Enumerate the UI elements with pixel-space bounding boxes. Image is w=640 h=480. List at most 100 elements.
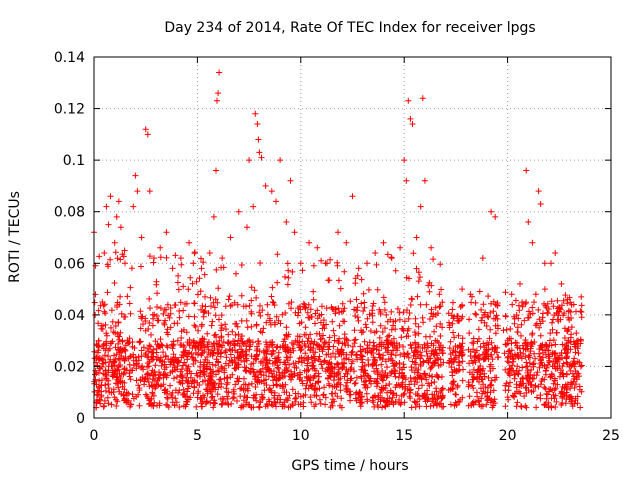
data-point xyxy=(407,302,414,308)
data-point xyxy=(361,362,368,369)
data-point xyxy=(492,376,498,383)
data-point xyxy=(475,326,482,333)
data-point xyxy=(352,336,359,343)
data-point xyxy=(207,294,214,301)
data-point xyxy=(578,314,585,321)
data-point xyxy=(138,353,145,360)
data-point xyxy=(149,311,156,318)
data-point xyxy=(283,354,290,361)
data-point xyxy=(347,298,354,305)
data-point xyxy=(527,311,534,317)
data-point xyxy=(116,346,123,353)
data-point xyxy=(352,380,359,386)
data-point xyxy=(436,291,443,298)
data-point xyxy=(526,308,532,315)
data-point xyxy=(101,250,108,256)
data-point xyxy=(247,369,254,376)
data-point xyxy=(204,354,211,360)
data-point xyxy=(390,363,397,370)
data-point xyxy=(318,311,325,318)
data-point xyxy=(494,325,501,332)
data-point xyxy=(184,379,191,386)
data-point xyxy=(377,398,384,405)
data-point xyxy=(113,396,119,403)
data-point xyxy=(454,384,461,391)
data-point xyxy=(303,373,310,380)
data-point xyxy=(250,203,257,210)
data-point xyxy=(317,400,324,407)
data-point xyxy=(289,401,296,407)
data-point xyxy=(352,280,359,287)
data-point xyxy=(412,320,419,327)
data-point xyxy=(314,342,321,349)
data-point xyxy=(414,401,420,408)
data-point xyxy=(384,389,391,396)
data-point xyxy=(194,372,201,379)
data-point xyxy=(433,323,440,330)
data-point xyxy=(423,348,430,355)
data-point xyxy=(130,203,137,210)
data-point xyxy=(187,274,194,281)
data-point xyxy=(245,381,252,388)
data-point xyxy=(311,392,318,399)
data-point xyxy=(121,366,128,373)
data-point xyxy=(204,330,211,337)
data-point xyxy=(399,379,406,386)
data-point xyxy=(335,351,342,357)
data-point xyxy=(281,399,288,406)
data-point xyxy=(225,339,232,346)
data-point xyxy=(102,387,109,394)
data-point xyxy=(157,254,164,261)
data-point xyxy=(258,369,265,376)
data-point xyxy=(144,353,151,360)
data-point xyxy=(241,393,248,399)
data-point xyxy=(212,331,219,338)
data-point xyxy=(419,345,426,352)
data-point xyxy=(384,341,391,348)
data-point xyxy=(162,317,169,324)
data-point xyxy=(310,296,317,303)
data-point xyxy=(364,345,371,352)
data-point xyxy=(380,352,387,359)
data-point xyxy=(160,374,167,381)
data-point xyxy=(269,284,276,291)
data-point xyxy=(315,378,322,385)
data-point xyxy=(542,371,549,378)
y-tick-label: 0.1 xyxy=(63,153,85,169)
data-point xyxy=(339,365,346,372)
data-point xyxy=(470,373,477,380)
data-point xyxy=(106,358,113,365)
data-point xyxy=(339,300,346,307)
data-point xyxy=(364,398,371,405)
data-point xyxy=(557,316,564,323)
data-point xyxy=(114,302,120,309)
data-point xyxy=(514,329,521,335)
data-point xyxy=(502,312,509,319)
data-point xyxy=(138,263,144,270)
data-point xyxy=(167,369,174,376)
data-point xyxy=(505,359,512,366)
data-point xyxy=(215,349,222,356)
data-point xyxy=(257,312,264,319)
data-point xyxy=(243,401,250,408)
data-point xyxy=(149,402,155,408)
data-point xyxy=(531,372,538,379)
data-point xyxy=(573,330,580,337)
data-point xyxy=(550,380,557,387)
data-point xyxy=(449,320,456,327)
data-point xyxy=(235,354,242,361)
data-point xyxy=(254,121,261,127)
data-point xyxy=(146,342,153,349)
data-point xyxy=(314,315,321,322)
data-point xyxy=(479,403,486,410)
data-point xyxy=(360,290,367,297)
data-point xyxy=(367,328,374,334)
data-point xyxy=(349,348,356,355)
data-point xyxy=(260,394,266,401)
data-point xyxy=(283,219,290,225)
data-point xyxy=(115,319,122,326)
data-point xyxy=(342,370,349,377)
data-point xyxy=(256,348,263,355)
data-point xyxy=(177,255,184,262)
y-tick-label: 0.14 xyxy=(54,50,85,66)
